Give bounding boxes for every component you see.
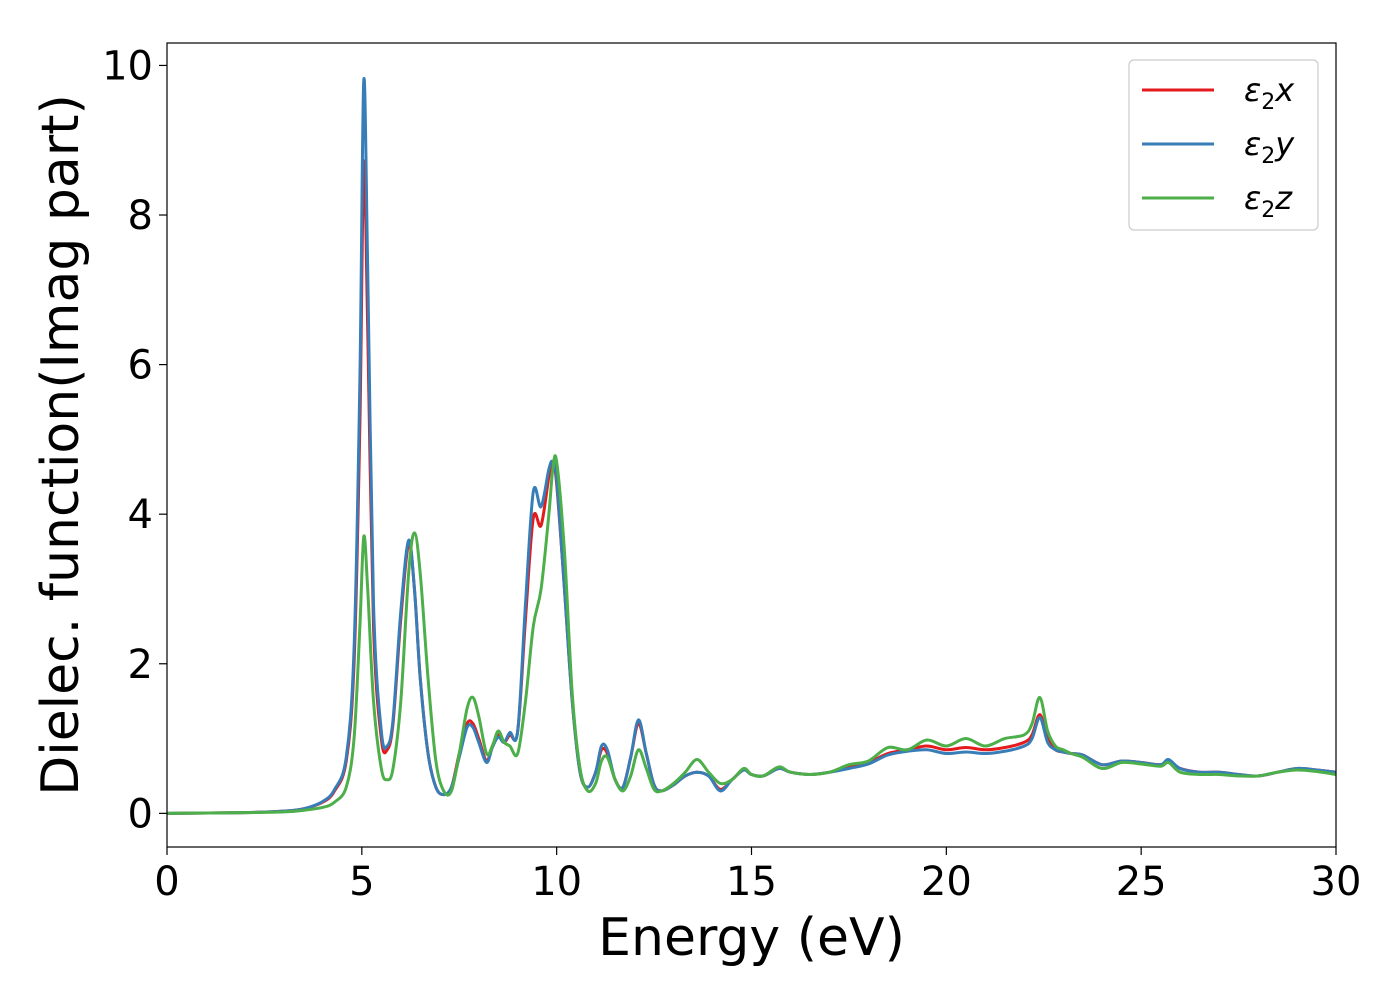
legend: ε2x ε2y ε2z	[1128, 59, 1319, 231]
x-tick-label: 5	[349, 859, 374, 905]
y-tick-label: 0	[128, 791, 153, 837]
series-lines	[167, 76, 1336, 815]
series-line-z	[167, 454, 1336, 815]
x-tick-label: 0	[154, 859, 179, 905]
y-tick-label: 4	[128, 492, 153, 538]
series-line-x	[167, 159, 1336, 815]
x-tick-label: 15	[726, 859, 777, 905]
x-tick-label: 20	[921, 859, 972, 905]
legend-label-y: ε2y	[1244, 125, 1295, 169]
y-tick-label: 6	[128, 343, 153, 389]
legend-box	[1128, 59, 1319, 231]
x-axis-label: Energy (eV)	[598, 908, 905, 968]
y-tick-label: 2	[128, 642, 153, 688]
legend-label-x: ε2x	[1244, 71, 1295, 115]
y-axis-label: Dielec. function(Imag part)	[31, 94, 91, 796]
series-line-y	[167, 76, 1336, 815]
x-tick-label: 10	[531, 859, 582, 905]
x-tick-label: 30	[1311, 859, 1362, 905]
x-tick-label: 25	[1116, 859, 1167, 905]
y-tick-label: 8	[128, 193, 153, 239]
y-tick-label: 10	[102, 43, 153, 89]
legend-label-z: ε2z	[1244, 179, 1293, 223]
